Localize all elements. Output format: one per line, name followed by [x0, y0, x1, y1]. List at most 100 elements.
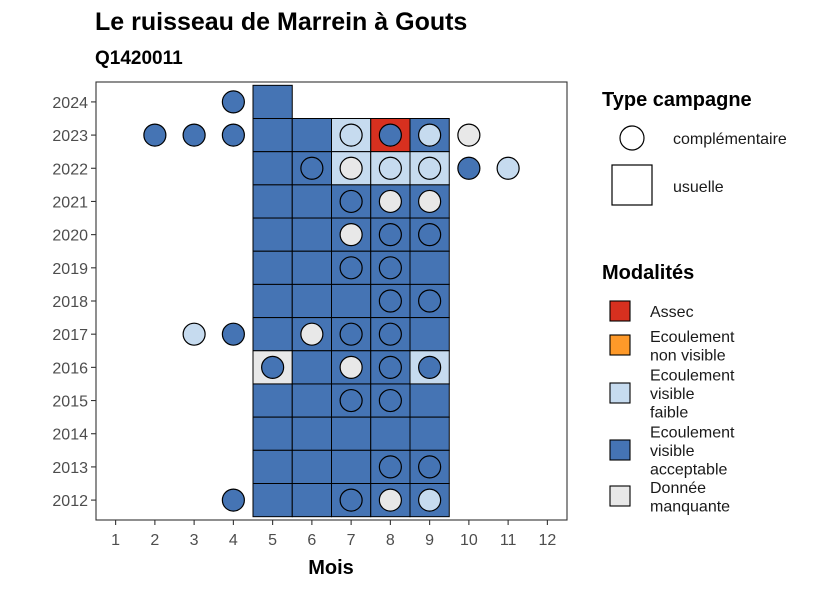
- tile-2019-5: [252, 250, 293, 285]
- tile-2013-5: [252, 449, 293, 484]
- point-2024-4: [221, 90, 245, 114]
- point-2022-6: [300, 156, 324, 180]
- legend-key-manquante: [609, 485, 631, 507]
- y-tick-label: 2020: [52, 228, 88, 245]
- x-tick-label: 10: [460, 532, 478, 549]
- point-2015-7: [339, 388, 363, 413]
- x-tick-label: 11: [500, 532, 517, 549]
- legend-label-acceptable: visible: [650, 443, 695, 460]
- tile-2015-6: [291, 383, 332, 418]
- point-2021-7: [339, 189, 363, 214]
- legend-key-circle: [619, 125, 645, 151]
- y-tick-label: 2015: [52, 394, 88, 411]
- point-2012-9: [418, 488, 442, 512]
- y-axis: 2012 2013 2014 2015 2016 2017 2018 2019 2020 2021…: [52, 95, 96, 510]
- legend-key-faible: [609, 382, 631, 404]
- tile-2020-6: [291, 217, 332, 252]
- tile-2012-6: [291, 483, 332, 518]
- tile-2018-6: [291, 283, 332, 319]
- legend-entry-complementaire: complémentaire: [619, 125, 787, 151]
- tile-2019-6: [291, 250, 332, 285]
- legend-label-manquante: Donnée: [650, 480, 706, 497]
- y-tick-label: 2017: [52, 327, 88, 344]
- y-tick-label: 2021: [52, 194, 88, 211]
- y-tick-label: 2013: [52, 460, 88, 477]
- tile-2014-5: [252, 416, 293, 451]
- legend-label-complementaire: complémentaire: [673, 131, 787, 148]
- y-tick-label: 2023: [52, 128, 88, 145]
- tile-2014-8: [370, 416, 411, 451]
- point-2023-7: [339, 123, 363, 147]
- tile-2023-5: [252, 118, 293, 153]
- legend-color-title: Modalités: [602, 262, 694, 284]
- point-2023-9: [418, 123, 442, 147]
- point-2023-10: [457, 123, 481, 147]
- y-tick-label: 2012: [52, 493, 88, 510]
- point-2020-9: [418, 223, 442, 247]
- legend-label-assec: Assec: [650, 304, 694, 321]
- points-layer: [143, 90, 520, 512]
- x-tick-label: 3: [190, 532, 199, 549]
- point-2017-6: [300, 322, 324, 346]
- x-tick-label: 9: [425, 532, 434, 549]
- point-2019-8: [378, 256, 402, 280]
- tile-2024-5: [252, 84, 293, 120]
- point-2017-7: [339, 322, 363, 346]
- x-tick-label: 2: [150, 532, 159, 549]
- point-2018-8: [378, 289, 402, 313]
- point-2012-7: [339, 488, 363, 512]
- tile-2015-9: [409, 383, 450, 418]
- point-2022-7: [339, 156, 363, 180]
- tile-2014-7: [331, 416, 372, 451]
- x-tick-label: 8: [386, 532, 395, 549]
- tile-2020-5: [252, 217, 293, 252]
- point-2023-2: [143, 123, 167, 147]
- x-axis-title: Mois: [308, 557, 354, 579]
- point-2018-9: [418, 289, 442, 313]
- chart-subtitle: Q1420011: [95, 48, 183, 69]
- point-2016-9: [418, 355, 442, 379]
- point-2015-8: [378, 388, 402, 413]
- tile-2013-6: [291, 449, 332, 484]
- legend-label-faible: Ecoulement: [650, 368, 735, 385]
- point-2017-3: [182, 322, 206, 346]
- plot-area: 1 2 3 4 5 6 7 8 9 10 11 12 201220132014201520162017…: [52, 81, 568, 549]
- point-2023-4: [221, 123, 245, 147]
- point-2023-8: [378, 123, 402, 147]
- legend-label-nonvisible: Ecoulement: [650, 329, 735, 346]
- legend-label-usuelle: usuelle: [673, 179, 724, 196]
- x-tick-label: 1: [111, 532, 120, 549]
- legend-label-nonvisible: non visible: [650, 347, 726, 364]
- legend-label-faible: faible: [650, 405, 688, 422]
- y-tick-label: 2014: [52, 427, 88, 444]
- legend-key-square: [611, 164, 653, 206]
- point-2012-4: [221, 488, 245, 512]
- chart-title: Le ruisseau de Marrein à Gouts: [95, 8, 467, 36]
- point-2016-8: [378, 355, 402, 379]
- point-2017-8: [378, 322, 402, 346]
- point-2022-10: [457, 156, 481, 180]
- point-2021-8: [378, 189, 402, 214]
- tile-2019-9: [409, 250, 450, 285]
- legend-key-assec: [609, 300, 631, 322]
- y-tick-label: 2019: [52, 261, 88, 278]
- tile-2017-5: [252, 317, 293, 352]
- tile-2018-7: [331, 283, 372, 319]
- y-tick-label: 2016: [52, 360, 88, 377]
- tile-2023-6: [291, 118, 332, 153]
- y-tick-label: 2018: [52, 294, 88, 311]
- tile-2012-5: [252, 483, 293, 518]
- point-2013-8: [378, 455, 402, 479]
- legend-label-manquante: manquante: [650, 498, 730, 515]
- legend-shape-title: Type campagne: [602, 89, 752, 111]
- legend-entry-usuelle: usuelle: [611, 164, 724, 206]
- tile-2015-5: [252, 383, 293, 418]
- tile-2014-9: [409, 416, 450, 451]
- point-2022-11: [496, 156, 520, 180]
- point-2023-3: [182, 123, 206, 147]
- point-2020-7: [339, 223, 363, 247]
